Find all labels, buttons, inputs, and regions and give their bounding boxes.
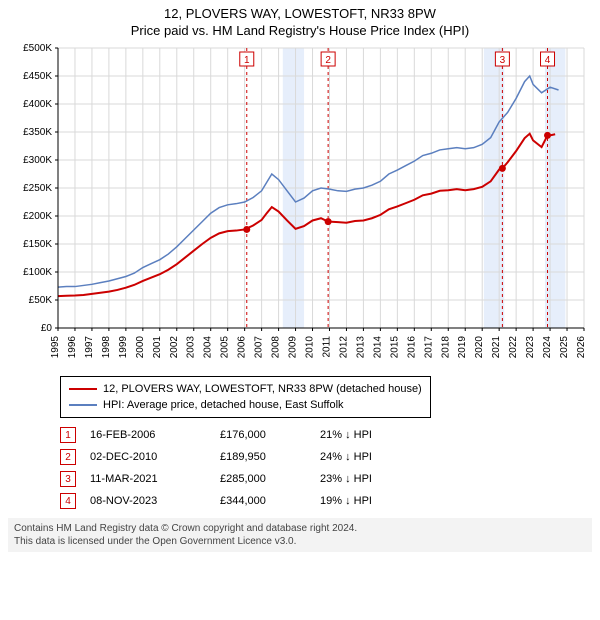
x-tick-label: 1996 bbox=[67, 336, 78, 359]
row-price: £176,000 bbox=[220, 429, 320, 441]
row-date: 02-DEC-2010 bbox=[90, 451, 220, 463]
x-tick-label: 2024 bbox=[542, 336, 553, 359]
data-point bbox=[499, 165, 506, 172]
x-tick-label: 2007 bbox=[254, 336, 265, 359]
chart-container: 12, PLOVERS WAY, LOWESTOFT, NR33 8PW Pri… bbox=[0, 0, 600, 620]
marker-number: 3 bbox=[500, 55, 506, 66]
row-delta: 19% ↓ HPI bbox=[320, 495, 430, 507]
row-delta: 21% ↓ HPI bbox=[320, 429, 430, 441]
title-block: 12, PLOVERS WAY, LOWESTOFT, NR33 8PW Pri… bbox=[0, 0, 600, 38]
marker-number: 2 bbox=[325, 55, 331, 66]
x-tick-label: 2000 bbox=[135, 336, 146, 359]
row-date: 11-MAR-2021 bbox=[90, 473, 220, 485]
data-point bbox=[325, 218, 332, 225]
row-date: 16-FEB-2006 bbox=[90, 429, 220, 441]
x-tick-label: 2001 bbox=[152, 336, 163, 359]
x-tick-label: 2017 bbox=[423, 336, 434, 359]
x-tick-label: 2016 bbox=[406, 336, 417, 359]
x-tick-label: 2006 bbox=[237, 336, 248, 359]
y-tick-label: £200K bbox=[23, 211, 52, 222]
x-tick-label: 2018 bbox=[440, 336, 451, 359]
transaction-row: 1 16-FEB-2006£176,00021% ↓ HPI bbox=[60, 424, 600, 446]
footer-line2: This data is licensed under the Open Gov… bbox=[14, 535, 586, 548]
x-tick-label: 2003 bbox=[186, 336, 197, 359]
legend-label: 12, PLOVERS WAY, LOWESTOFT, NR33 8PW (de… bbox=[103, 383, 422, 395]
chart-area: £0 £50K £100K £150K £200K £250K £300K £350K £400… bbox=[0, 38, 600, 368]
data-point bbox=[544, 132, 551, 139]
row-marker: 4 bbox=[60, 493, 76, 509]
y-tick-label: £300K bbox=[23, 155, 52, 166]
x-tick-label: 1998 bbox=[101, 336, 112, 359]
legend-row: 12, PLOVERS WAY, LOWESTOFT, NR33 8PW (de… bbox=[69, 381, 422, 397]
x-tick-label: 2015 bbox=[389, 336, 400, 359]
legend: 12, PLOVERS WAY, LOWESTOFT, NR33 8PW (de… bbox=[60, 376, 431, 418]
x-tick-label: 2026 bbox=[576, 336, 587, 359]
y-tick-label: £250K bbox=[23, 183, 52, 194]
y-tick-label: £450K bbox=[23, 71, 52, 82]
x-tick-label: 2008 bbox=[271, 336, 282, 359]
x-tick-label: 1999 bbox=[118, 336, 129, 359]
footer-attribution: Contains HM Land Registry data © Crown c… bbox=[8, 518, 592, 552]
title-address: 12, PLOVERS WAY, LOWESTOFT, NR33 8PW bbox=[0, 6, 600, 21]
x-tick-label: 1997 bbox=[84, 336, 95, 359]
transaction-row: 4 08-NOV-2023£344,00019% ↓ HPI bbox=[60, 490, 600, 512]
row-price: £344,000 bbox=[220, 495, 320, 507]
x-tick-label: 2012 bbox=[338, 336, 349, 359]
data-point bbox=[243, 226, 250, 233]
x-tick-label: 1995 bbox=[50, 336, 61, 359]
y-tick-label: £150K bbox=[23, 239, 52, 250]
x-tick-label: 2013 bbox=[355, 336, 366, 359]
y-tick-label: £500K bbox=[23, 43, 52, 54]
y-tick-label: £0 bbox=[41, 323, 53, 334]
y-tick-label: £100K bbox=[23, 267, 52, 278]
legend-swatch bbox=[69, 388, 97, 390]
price-chart: £0 £50K £100K £150K £200K £250K £300K £350K £400… bbox=[0, 38, 600, 368]
legend-row: HPI: Average price, detached house, East… bbox=[69, 397, 422, 413]
y-tick-label: £50K bbox=[29, 295, 53, 306]
x-tick-label: 2005 bbox=[220, 336, 231, 359]
x-tick-label: 2021 bbox=[491, 336, 502, 359]
x-tick-label: 2010 bbox=[305, 336, 316, 359]
x-tick-label: 2025 bbox=[559, 336, 570, 359]
row-marker: 2 bbox=[60, 449, 76, 465]
legend-swatch bbox=[69, 404, 97, 406]
row-price: £189,950 bbox=[220, 451, 320, 463]
row-marker: 3 bbox=[60, 471, 76, 487]
row-delta: 23% ↓ HPI bbox=[320, 473, 430, 485]
footer-line1: Contains HM Land Registry data © Crown c… bbox=[14, 522, 586, 535]
transaction-row: 3 11-MAR-2021£285,00023% ↓ HPI bbox=[60, 468, 600, 490]
row-delta: 24% ↓ HPI bbox=[320, 451, 430, 463]
x-tick-label: 2011 bbox=[321, 336, 332, 358]
x-tick-label: 2020 bbox=[474, 336, 485, 359]
y-tick-label: £400K bbox=[23, 99, 52, 110]
x-tick-label: 2009 bbox=[288, 336, 299, 359]
x-tick-label: 2002 bbox=[169, 336, 180, 359]
title-subtitle: Price paid vs. HM Land Registry's House … bbox=[0, 23, 600, 38]
x-tick-label: 2004 bbox=[203, 336, 214, 359]
x-tick-label: 2014 bbox=[372, 336, 383, 359]
transaction-row: 2 02-DEC-2010£189,95024% ↓ HPI bbox=[60, 446, 600, 468]
marker-number: 1 bbox=[244, 55, 250, 66]
y-tick-label: £350K bbox=[23, 127, 52, 138]
row-date: 08-NOV-2023 bbox=[90, 495, 220, 507]
x-tick-label: 2023 bbox=[525, 336, 536, 359]
legend-label: HPI: Average price, detached house, East… bbox=[103, 399, 344, 411]
marker-number: 4 bbox=[545, 55, 551, 66]
x-tick-label: 2022 bbox=[508, 336, 519, 359]
row-marker: 1 bbox=[60, 427, 76, 443]
x-tick-label: 2019 bbox=[457, 336, 468, 359]
row-price: £285,000 bbox=[220, 473, 320, 485]
transactions-table: 1 16-FEB-2006£176,00021% ↓ HPI 2 02-DEC-201… bbox=[60, 424, 600, 512]
